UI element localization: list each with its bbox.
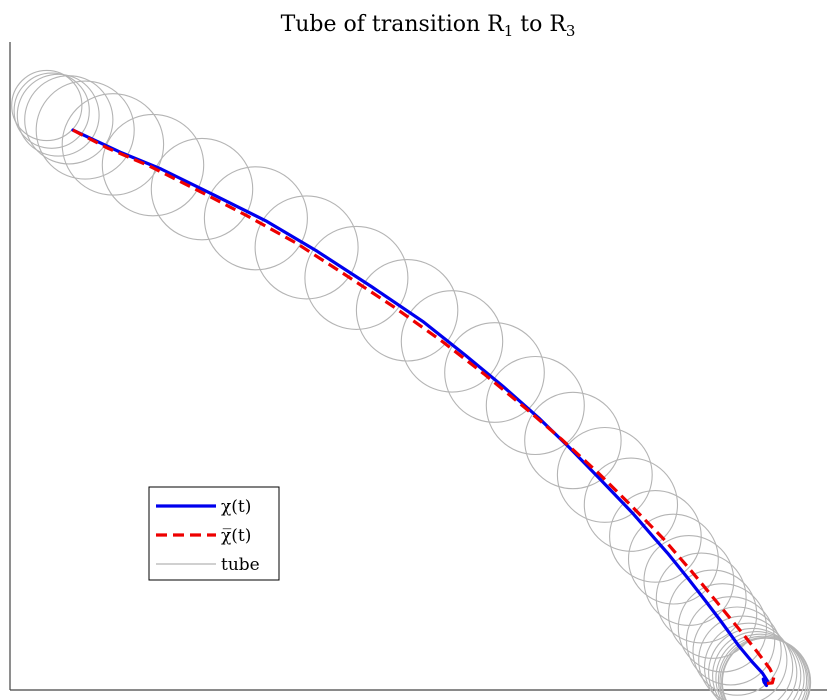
series-layer <box>71 128 776 688</box>
tube-circle-7 <box>150 137 254 241</box>
tube-circle-32 <box>719 636 809 700</box>
tube-circle-12 <box>400 290 504 393</box>
title-base: Tube of transition R <box>281 12 506 37</box>
tube-circle-9 <box>254 195 359 300</box>
legend-label-chi-bar: χ̅(t) <box>221 526 251 546</box>
tube-circle-18 <box>609 490 702 583</box>
legend: χ(t) χ̅(t) tube <box>148 486 280 581</box>
tube-circle-0 <box>11 69 83 142</box>
tube-circle-15 <box>524 391 622 490</box>
tube-circle-13 <box>444 322 545 423</box>
title-sub1: 1 <box>504 22 514 40</box>
tube-circle-4 <box>35 80 135 180</box>
tube-circle-34 <box>721 637 812 700</box>
chart-title: Tube of transition R1 to R3 <box>281 12 576 40</box>
tube-layer <box>11 69 812 700</box>
legend-label-tube: tube <box>221 555 260 575</box>
legend-label-chi: χ(t) <box>221 497 251 517</box>
tube-circle-6 <box>101 113 205 217</box>
tube-circle-25 <box>692 606 782 696</box>
tube-circle-28 <box>708 627 798 700</box>
tube-circle-5 <box>61 93 165 196</box>
tube-circle-16 <box>556 426 653 523</box>
tube-circle-26 <box>698 615 788 700</box>
tube-circle-8 <box>203 166 308 271</box>
tube-circle-3 <box>24 75 114 165</box>
tube-circle-21 <box>655 552 747 644</box>
tube-circle-10 <box>304 225 409 330</box>
series-line-chi-bar <box>72 128 776 686</box>
title-sub2: 3 <box>566 22 576 40</box>
tube-circle-27 <box>703 622 794 700</box>
tube-circle-22 <box>667 569 758 659</box>
title-mid: to R <box>513 12 567 37</box>
series-line-chi <box>71 128 770 688</box>
tube-circle-11 <box>355 259 459 362</box>
tube-circle-17 <box>583 457 679 552</box>
tube-circle-30 <box>715 633 805 700</box>
tube-circle-29 <box>712 631 802 700</box>
tube-circle-1 <box>13 72 90 149</box>
tube-circle-31 <box>717 635 808 700</box>
tube-circle-2 <box>16 73 100 157</box>
tube-circle-14 <box>485 355 585 456</box>
tube-circle-24 <box>685 596 776 686</box>
tube-circle-19 <box>627 513 719 605</box>
